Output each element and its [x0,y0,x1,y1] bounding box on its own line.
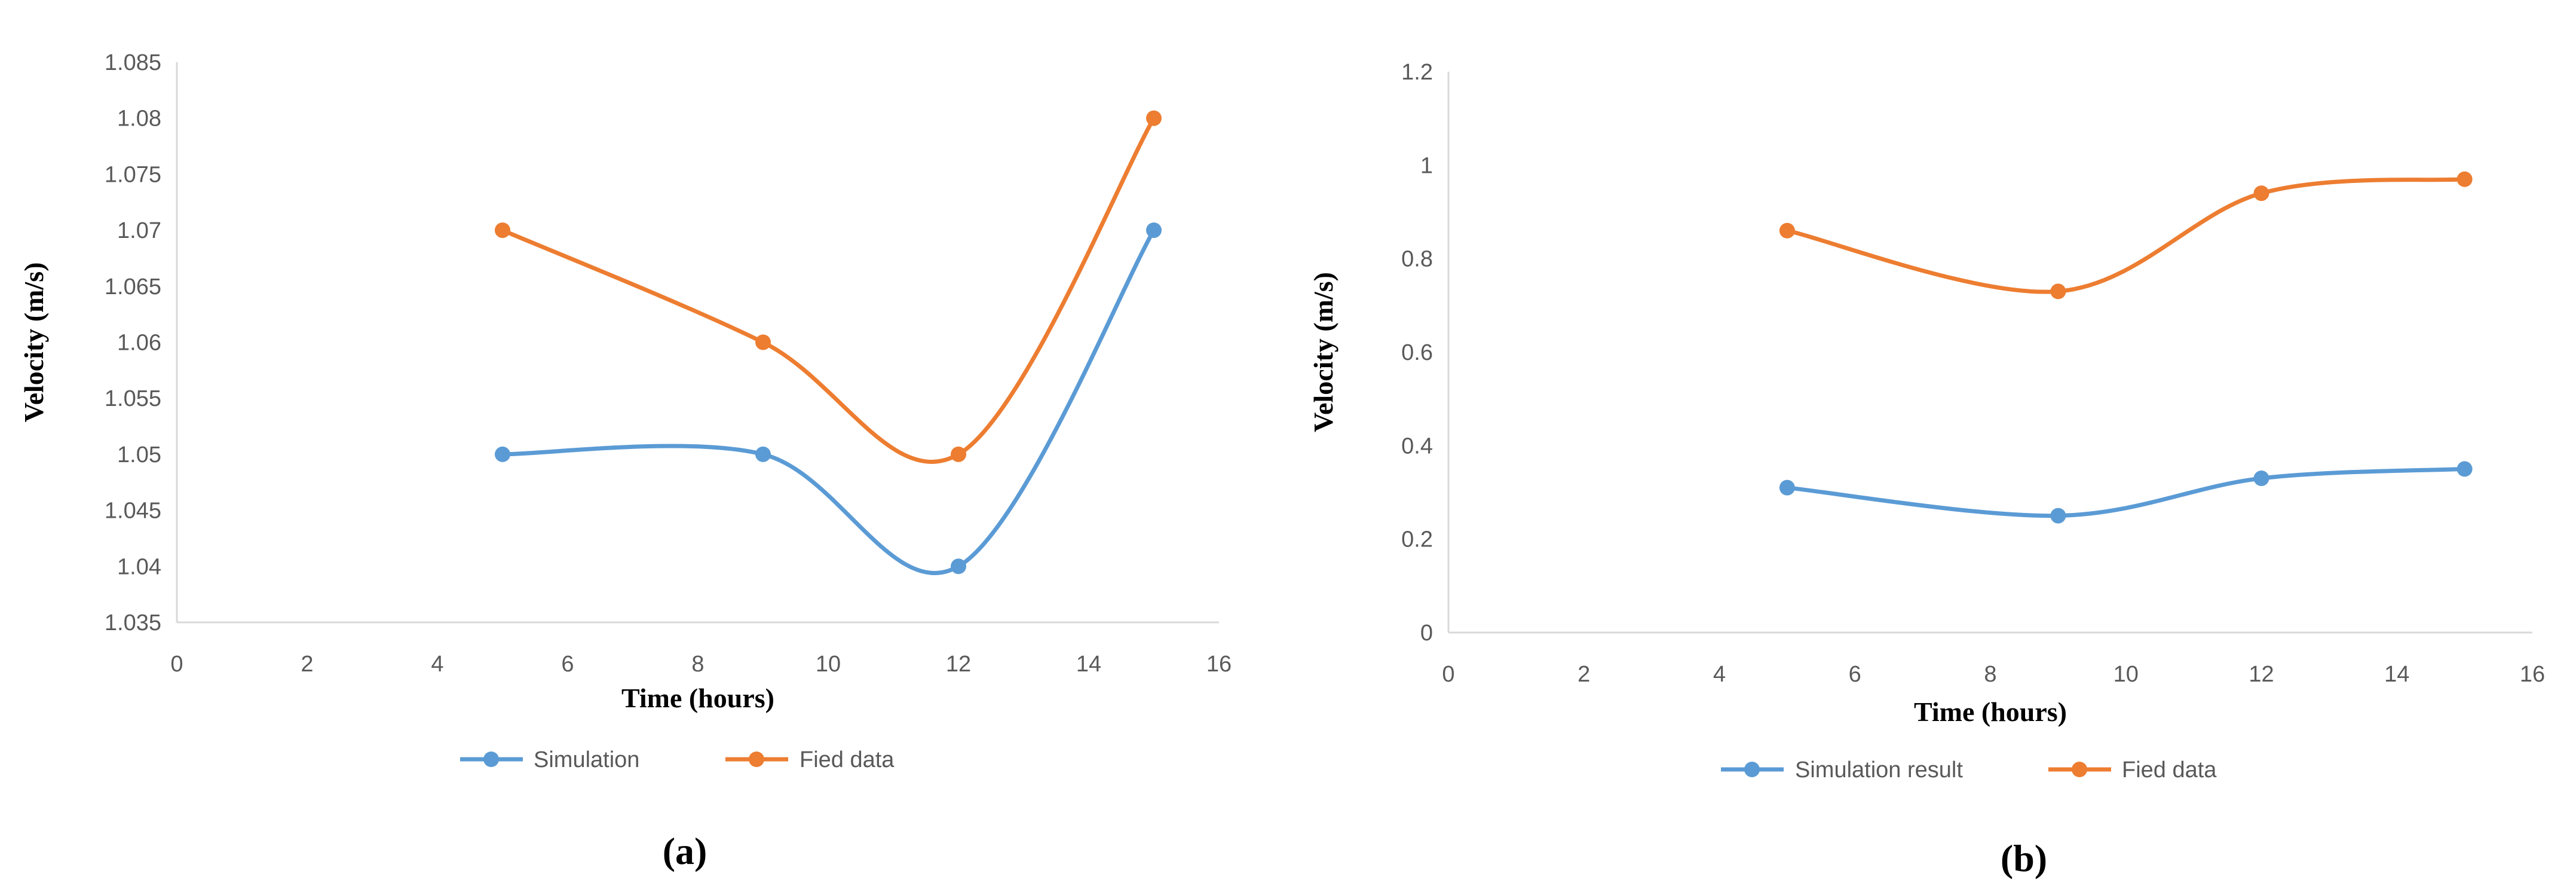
data-point [2253,471,2269,487]
chart-panel-b: 0 0.2 0.4 0.6 0.8 1 1.2 0 2 4 6 8 10 12 14 16 Time (hour… [1308,60,2545,879]
y-tick-label: 1.08 [117,106,161,132]
x-tick-label: 12 [946,652,971,677]
y-tick-label: 0.2 [1401,527,1433,552]
y-tick-label: 0.4 [1401,433,1433,459]
x-tick-label: 0 [170,652,183,677]
x-tick-label: 14 [1076,652,1101,677]
x-tick-label: 4 [431,652,443,677]
y-tick-label: 1.075 [105,162,161,187]
x-tick-label: 2 [1578,662,1590,687]
legend-marker [2072,762,2087,777]
x-tick-label: 8 [691,652,704,677]
x-tick-label: 16 [2520,662,2545,687]
panel-label: (b) [2001,837,2047,879]
legend-item: Fied data [725,747,895,772]
y-tick-label: 1.06 [117,331,161,356]
y-tick-label: 1 [1420,153,1433,178]
legend-marker [483,752,499,767]
data-point [2050,283,2066,300]
y-tick-label: 1.2 [1401,60,1433,85]
data-point [951,558,966,575]
legend-marker [749,752,764,767]
y-tick-label: 1.04 [117,554,161,579]
y-axis-title: Velocity (m/s) [19,262,49,423]
data-point [1779,222,1795,239]
series-line-1 [1785,466,2467,518]
y-tick-label: 0.6 [1401,340,1433,365]
x-axis-title: Time (hours) [1914,697,2067,727]
y-tick-label: 1.055 [105,386,161,411]
x-tick-label: 4 [1713,662,1726,687]
legend-marker [1744,762,1760,777]
series-line-2 [500,116,1156,464]
y-tick-label: 1.045 [105,499,161,524]
x-tick-label: 6 [561,652,574,677]
y-axis-title: Velocity (m/s) [1308,272,1338,432]
data-point [755,446,771,462]
legend-item: Simulation result [1721,757,1963,783]
y-tick-label: 1.07 [117,218,161,243]
data-point [2456,171,2473,187]
x-axis-title: Time (hours) [621,683,774,713]
data-point [1146,110,1162,126]
legend-label: Simulation result [1795,757,1963,783]
x-tick-label: 14 [2384,662,2409,687]
series-line-2 [1785,177,2467,294]
data-point [755,334,771,350]
data-point [495,222,510,239]
x-tick-label: 8 [1984,662,1996,687]
x-tick-label: 16 [1206,652,1232,677]
data-point [2253,185,2269,201]
chart-panel-a: 1.035 1.04 1.045 1.05 1.055 1.06 1.065 1.07 1.07… [19,50,1232,872]
y-tick-label: 1.035 [105,610,161,636]
legend-label: Simulation [534,747,639,772]
x-tick-label: 0 [1442,662,1454,687]
y-tick-label: 0.8 [1401,247,1433,272]
legend-item: Fied data [2048,757,2217,783]
data-point [951,446,966,462]
x-tick-label: 10 [2114,662,2139,687]
x-tick-label: 12 [2249,662,2274,687]
panel-label: (a) [663,830,707,872]
y-tick-label: 0 [1420,621,1433,646]
x-tick-label: 6 [1849,662,1861,687]
legend-item: Simulation [460,747,639,772]
series-line-1 [500,228,1156,575]
x-tick-label: 2 [301,652,313,677]
y-tick-label: 1.065 [105,274,161,300]
data-point [1146,222,1162,239]
data-point [1779,479,1795,496]
y-tick-label: 1.05 [117,442,161,468]
data-point [2050,508,2066,524]
data-point [2456,461,2473,477]
data-point [495,446,510,462]
x-tick-label: 10 [816,652,841,677]
legend-label: Fied data [800,747,895,772]
legend-label: Fied data [2122,757,2217,783]
y-tick-label: 1.085 [105,50,161,75]
